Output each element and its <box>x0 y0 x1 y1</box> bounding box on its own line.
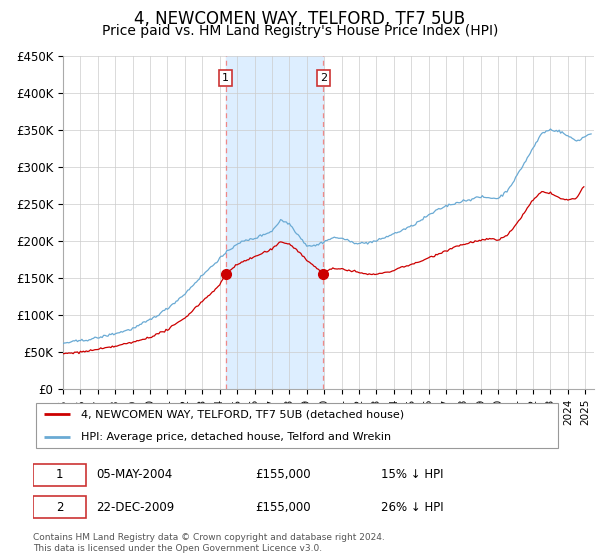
Text: 1: 1 <box>222 73 229 83</box>
Bar <box>226 56 323 389</box>
Text: 15% ↓ HPI: 15% ↓ HPI <box>382 468 444 481</box>
Text: Contains HM Land Registry data © Crown copyright and database right 2024.
This d: Contains HM Land Registry data © Crown c… <box>33 533 385 553</box>
Text: Price paid vs. HM Land Registry's House Price Index (HPI): Price paid vs. HM Land Registry's House … <box>102 24 498 38</box>
FancyBboxPatch shape <box>35 403 559 448</box>
Text: 4, NEWCOMEN WAY, TELFORD, TF7 5UB (detached house): 4, NEWCOMEN WAY, TELFORD, TF7 5UB (detac… <box>80 409 404 419</box>
FancyBboxPatch shape <box>33 464 86 486</box>
Text: 05-MAY-2004: 05-MAY-2004 <box>97 468 173 481</box>
Text: 26% ↓ HPI: 26% ↓ HPI <box>382 501 444 514</box>
Text: 4, NEWCOMEN WAY, TELFORD, TF7 5UB: 4, NEWCOMEN WAY, TELFORD, TF7 5UB <box>134 10 466 28</box>
FancyBboxPatch shape <box>33 496 86 519</box>
Text: £155,000: £155,000 <box>255 468 310 481</box>
Text: 2: 2 <box>320 73 327 83</box>
Text: 22-DEC-2009: 22-DEC-2009 <box>97 501 175 514</box>
Text: 1: 1 <box>56 468 63 481</box>
Text: 2: 2 <box>56 501 63 514</box>
Text: HPI: Average price, detached house, Telford and Wrekin: HPI: Average price, detached house, Telf… <box>80 432 391 442</box>
Text: £155,000: £155,000 <box>255 501 310 514</box>
